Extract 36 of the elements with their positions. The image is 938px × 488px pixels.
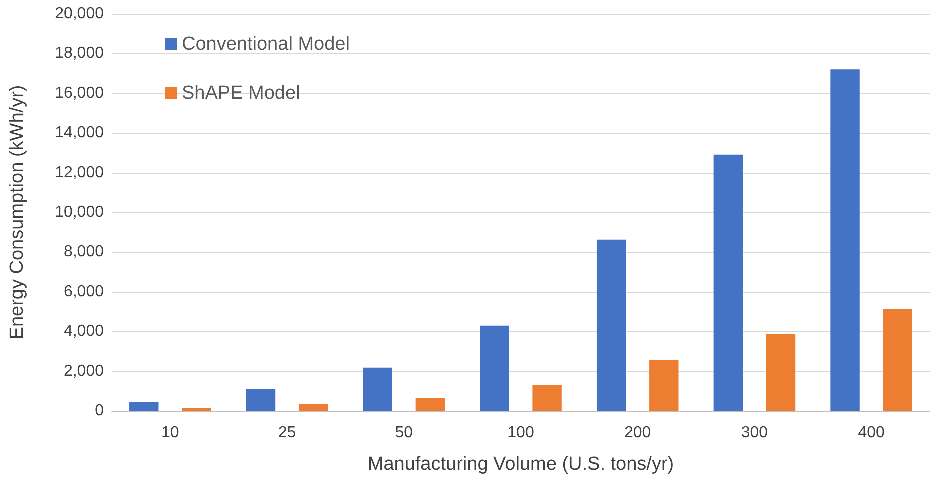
bar	[830, 70, 860, 411]
y-tick-label: 14,000	[55, 124, 104, 142]
legend-label: ShAPE Model	[182, 83, 300, 104]
bar	[298, 404, 328, 411]
bar	[766, 334, 796, 411]
y-tick-label: 6,000	[64, 283, 104, 300]
x-tick-label: 50	[395, 424, 414, 442]
y-tick-label: 8,000	[64, 244, 104, 261]
bar	[363, 368, 392, 411]
y-tick-label: 10,000	[55, 204, 104, 221]
x-tick-label: 25	[278, 424, 296, 442]
y-tick-label: 2,000	[64, 362, 104, 380]
bar	[480, 326, 510, 411]
bar	[714, 154, 744, 411]
y-tick-label: 0	[95, 402, 104, 420]
y-tick-label: 18,000	[55, 45, 104, 62]
x-axis-title: Manufacturing Volume (U.S. tons/yr)	[368, 454, 674, 475]
y-tick-label: 20,000	[55, 6, 104, 22]
bar	[182, 408, 212, 411]
y-tick-label: 16,000	[55, 84, 104, 102]
bar	[130, 402, 159, 411]
bar	[246, 389, 276, 411]
x-tick-label: 300	[741, 424, 768, 442]
x-tick-label: 200	[624, 424, 652, 442]
bar	[416, 398, 446, 411]
x-tick-label: 100	[508, 424, 534, 442]
x-tick-label: 400	[858, 424, 886, 442]
y-tick-label: 4,000	[64, 323, 104, 340]
x-tick-label: 10	[162, 424, 180, 442]
bar	[883, 309, 912, 411]
bar	[650, 360, 679, 411]
y-axis-title: Energy Consumption (kWh/yr)	[7, 85, 28, 340]
y-tick-label: 12,000	[55, 164, 104, 182]
legend-label: Conventional Model	[182, 34, 350, 55]
bar	[532, 385, 562, 411]
bar	[596, 240, 626, 411]
